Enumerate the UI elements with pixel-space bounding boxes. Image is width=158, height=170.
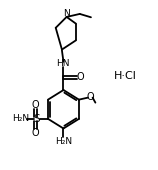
Text: S: S <box>33 114 40 124</box>
Text: H₂N: H₂N <box>55 137 72 146</box>
Text: HN: HN <box>56 59 70 68</box>
Text: O: O <box>76 72 84 82</box>
Text: N: N <box>63 9 70 18</box>
Text: H·Cl: H·Cl <box>114 71 137 81</box>
Text: O: O <box>32 100 39 110</box>
Text: O: O <box>32 128 39 138</box>
Text: O: O <box>87 92 94 102</box>
Text: H₂N: H₂N <box>12 114 29 123</box>
